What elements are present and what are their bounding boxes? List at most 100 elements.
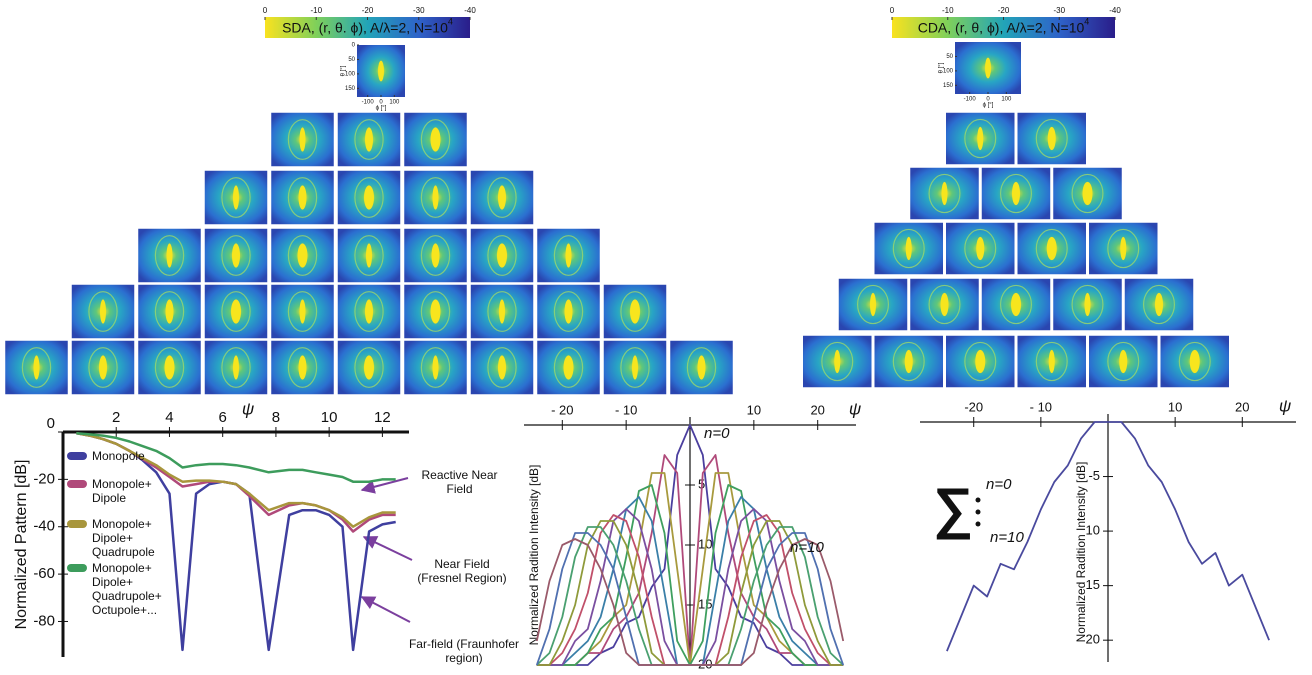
heatmap-core: [632, 355, 638, 379]
tile-y-tick-label: 150: [345, 86, 356, 92]
heatmap-core: [498, 185, 506, 209]
heatmap-core: [433, 185, 439, 209]
heatmap-core: [1047, 237, 1057, 260]
heatmap-core: [977, 127, 983, 150]
heatmap-core: [299, 185, 307, 209]
panel-title-exponent: 4: [1084, 17, 1089, 27]
heatmap-core: [630, 299, 640, 323]
x-tick-label: - 20: [551, 402, 573, 417]
annotation: n=0: [704, 425, 730, 442]
heatmap-core: [431, 299, 441, 323]
heatmap-core: [433, 355, 439, 379]
colorbar-tick-label: -20: [362, 6, 374, 15]
heatmap-core: [298, 243, 308, 267]
panel-title-text: CDA, (r, θ, ϕ), A/λ=2, N=10: [918, 19, 1085, 35]
heatmap-core: [698, 355, 706, 379]
heatmap-core: [364, 355, 374, 379]
y-tick-label: -40: [33, 518, 55, 535]
tile-x-label: ϕ [°]: [376, 106, 387, 112]
x-tick-label: 4: [165, 409, 173, 426]
legend-swatch: [67, 480, 87, 488]
y-axis-label: Normalized Radition Intensity [dB]: [527, 465, 541, 646]
y-tick-label: 15: [1086, 577, 1100, 592]
tile-x-tick-label: -100: [362, 100, 375, 106]
ellipsis-dot: [976, 498, 981, 503]
x-tick-label: - 10: [1030, 399, 1052, 414]
heatmap-core: [378, 61, 384, 82]
colorbar-tick-label: -30: [1053, 6, 1065, 15]
y-tick-label: -60: [33, 565, 55, 582]
heatmap-core: [1048, 127, 1056, 150]
legend-label: Monopole: [92, 449, 187, 463]
tile-y-label: θ [°]: [341, 65, 347, 76]
annotation-arrow: [362, 597, 410, 622]
y-tick-label: -80: [33, 612, 55, 629]
heatmap-core: [365, 299, 373, 323]
ellipsis-dot: [976, 522, 981, 527]
x-tick-label: 12: [374, 409, 391, 426]
y-tick-label: 0: [47, 415, 55, 432]
heatmap-core: [100, 299, 106, 323]
legend-swatch: [67, 564, 87, 572]
heatmap-core: [166, 299, 174, 323]
ellipsis-dot: [976, 510, 981, 515]
x-axis-label: ψ: [1279, 396, 1291, 415]
y-tick-label: -20: [33, 470, 55, 487]
colorbar-tick-label: -20: [998, 6, 1010, 15]
heatmap-core: [233, 355, 239, 379]
heatmap-core: [366, 243, 372, 267]
tile-y-tick-label: 50: [946, 54, 953, 60]
heatmap-core: [564, 355, 574, 379]
tile-x-tick-label: -100: [964, 97, 977, 103]
heatmap-core: [985, 58, 991, 79]
heatmap-core: [497, 243, 507, 267]
colorbar-tick-label: -10: [310, 6, 322, 15]
heatmap-core: [364, 185, 374, 209]
annotation: Reactive Near Field: [412, 468, 507, 496]
y-tick-label: 10: [1086, 523, 1100, 538]
figure-canvas: 0-10-20-30-40SDA, (r, θ. ϕ), A/λ=2, N=10…: [0, 0, 1312, 675]
colorbar-tick-label: -40: [1109, 6, 1121, 15]
heatmap-core: [975, 350, 985, 373]
x-tick-label: 20: [810, 402, 824, 417]
annotation: Far-field (Fraunhofer region): [404, 637, 524, 665]
colorbar-tick-label: -40: [464, 6, 476, 15]
heatmap-core: [300, 299, 306, 323]
legend-swatch: [67, 452, 87, 460]
sum-symbol: ∑: [933, 476, 973, 540]
heatmap-core: [1012, 182, 1020, 205]
tile-x-tick-label: 100: [1001, 97, 1012, 103]
colorbar-tick-label: -30: [413, 6, 425, 15]
x-tick-label: 20: [1235, 399, 1249, 414]
legend-label: Monopole+ Dipole+ Quadrupole: [92, 517, 187, 559]
x-tick-label: 2: [112, 409, 120, 426]
heatmap-core: [165, 355, 175, 379]
annotation: n=0: [986, 476, 1012, 493]
heatmap-core: [299, 355, 307, 379]
x-axis-label: ψ: [242, 399, 254, 418]
heatmap-core: [942, 182, 948, 205]
colorbar-tick-label: 0: [263, 6, 268, 15]
legend-label: Monopole+ Dipole: [92, 477, 187, 505]
heatmap-core: [976, 237, 984, 260]
x-axis-label: ψ: [849, 399, 861, 418]
y-axis-label: Normalized Pattern [dB]: [13, 460, 30, 630]
legend-label: Monopole+ Dipole+ Quadrupole+ Octupole+.…: [92, 561, 187, 617]
heatmap-core: [906, 237, 912, 260]
heatmap-core: [99, 355, 107, 379]
tile-x-label: ϕ [°]: [983, 103, 994, 109]
heatmap-core: [231, 299, 241, 323]
heatmap-core: [870, 293, 876, 316]
tile-y-tick-label: 0: [352, 43, 356, 49]
heatmap-core: [232, 243, 240, 267]
heatmap-core: [365, 127, 373, 151]
x-tick-label: 10: [321, 409, 338, 426]
panel-title-exponent: 4: [448, 17, 453, 27]
heatmap-core: [499, 299, 505, 323]
heatmap-core: [432, 243, 440, 267]
heatmap-core: [834, 350, 840, 373]
heatmap-core: [566, 243, 572, 267]
legend-swatch: [67, 520, 87, 528]
heatmap-core: [1049, 350, 1055, 373]
annotation: n=10: [790, 539, 824, 556]
